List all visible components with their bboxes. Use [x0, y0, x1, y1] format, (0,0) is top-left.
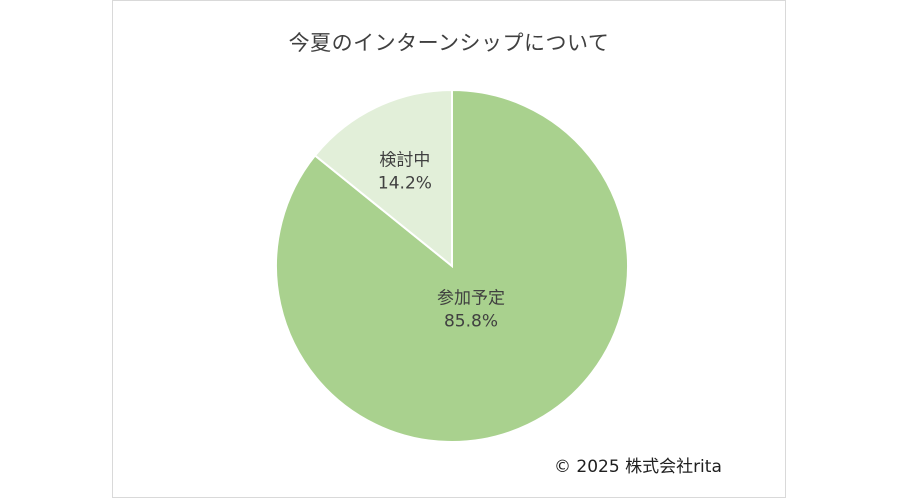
pie-labels: 参加予定 85.8% 検討中 14.2%: [378, 151, 505, 332]
slice-category-label-0: 参加予定: [437, 289, 505, 309]
chart-title: 今夏のインターンシップについて: [288, 31, 610, 55]
copyright-text: © 2025 株式会社rita: [554, 457, 722, 477]
pie-slices: [275, 88, 629, 443]
slice-percent-label-0: 85.8%: [444, 312, 498, 332]
pie-slice-1: [313, 88, 453, 269]
slice-percent-label-1: 14.2%: [378, 174, 432, 194]
slice-category-label-1: 検討中: [379, 151, 430, 171]
